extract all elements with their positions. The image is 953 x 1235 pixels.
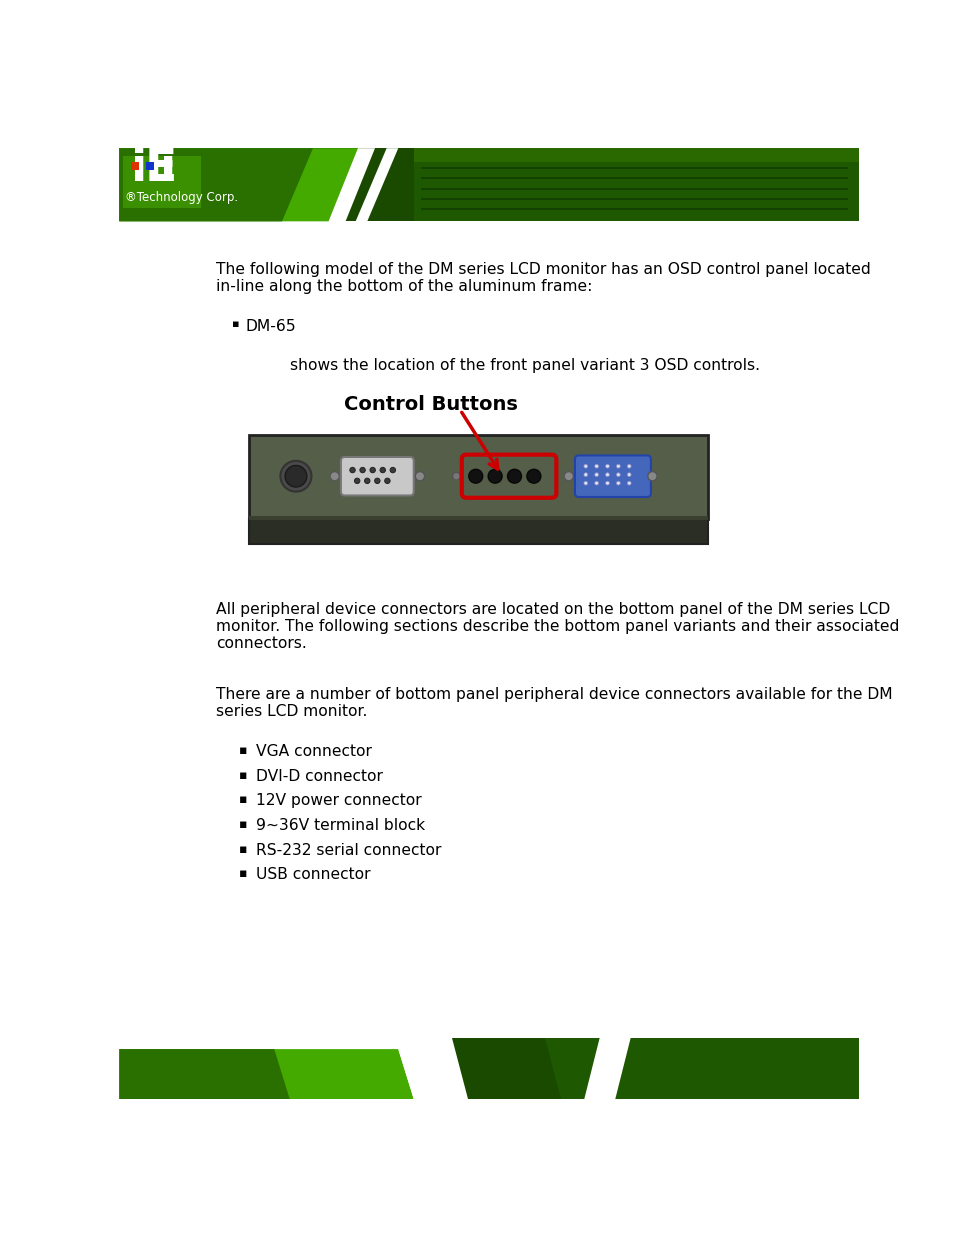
Circle shape	[330, 472, 339, 480]
FancyBboxPatch shape	[340, 457, 414, 495]
Circle shape	[605, 464, 609, 468]
Text: DVI-D connector: DVI-D connector	[256, 769, 383, 784]
FancyBboxPatch shape	[575, 456, 650, 496]
Circle shape	[647, 472, 657, 480]
Polygon shape	[397, 1049, 456, 1099]
Text: ▪: ▪	[232, 319, 239, 330]
Circle shape	[280, 461, 311, 492]
Circle shape	[507, 469, 521, 483]
Bar	[146, 162, 154, 169]
Bar	[119, 1037, 858, 1099]
Circle shape	[390, 467, 395, 473]
Text: monitor. The following sections describe the bottom panel variants and their ass: monitor. The following sections describe…	[216, 619, 899, 634]
Text: ®Technology Corp.: ®Technology Corp.	[125, 190, 238, 204]
Circle shape	[583, 482, 587, 485]
Text: Control Buttons: Control Buttons	[344, 395, 517, 414]
FancyArrowPatch shape	[461, 412, 497, 469]
Circle shape	[594, 482, 598, 485]
Circle shape	[627, 473, 631, 477]
Circle shape	[375, 478, 379, 484]
Circle shape	[563, 472, 573, 480]
Text: series LCD monitor.: series LCD monitor.	[216, 704, 367, 719]
Text: in-line along the bottom of the aluminum frame:: in-line along the bottom of the aluminum…	[216, 279, 592, 294]
Bar	[414, 148, 858, 162]
Text: All peripheral device connectors are located on the bottom panel of the DM serie: All peripheral device connectors are loc…	[216, 601, 889, 616]
Text: ▪: ▪	[239, 842, 248, 856]
Bar	[123, 156, 200, 209]
Text: DM-65: DM-65	[245, 319, 296, 335]
Bar	[421, 199, 847, 200]
Text: i: i	[160, 146, 176, 190]
Polygon shape	[583, 1037, 630, 1099]
Bar	[131, 162, 138, 169]
Polygon shape	[328, 148, 375, 221]
Text: USB connector: USB connector	[256, 867, 371, 882]
Bar	[421, 209, 847, 210]
Text: ▪: ▪	[239, 867, 248, 881]
Circle shape	[594, 473, 598, 477]
Circle shape	[355, 478, 359, 484]
Circle shape	[583, 464, 587, 468]
Circle shape	[359, 467, 365, 473]
Polygon shape	[119, 148, 313, 221]
Text: VGA connector: VGA connector	[256, 745, 372, 760]
Circle shape	[594, 464, 598, 468]
Circle shape	[370, 467, 375, 473]
Polygon shape	[355, 148, 397, 221]
Polygon shape	[545, 1037, 858, 1099]
Circle shape	[452, 472, 459, 480]
Circle shape	[605, 473, 609, 477]
Polygon shape	[119, 1049, 290, 1099]
Text: ▪: ▪	[239, 769, 248, 782]
Text: ▪: ▪	[239, 793, 248, 806]
Circle shape	[350, 467, 355, 473]
Circle shape	[605, 482, 609, 485]
Bar	[421, 168, 847, 169]
Polygon shape	[119, 1049, 414, 1099]
Circle shape	[364, 478, 370, 484]
Circle shape	[285, 466, 307, 487]
Polygon shape	[452, 1037, 858, 1099]
Circle shape	[616, 464, 619, 468]
Bar	[249, 435, 707, 520]
Circle shape	[379, 467, 385, 473]
Text: ▪: ▪	[239, 818, 248, 831]
Text: The following model of the DM series LCD monitor has an OSD control panel locate: The following model of the DM series LCD…	[216, 262, 870, 277]
Text: There are a number of bottom panel peripheral device connectors available for th: There are a number of bottom panel perip…	[216, 687, 892, 703]
Circle shape	[384, 478, 390, 484]
Circle shape	[627, 482, 631, 485]
Text: ▪: ▪	[239, 745, 248, 757]
Text: 12V power connector: 12V power connector	[256, 793, 421, 809]
Polygon shape	[414, 148, 858, 221]
Polygon shape	[119, 148, 359, 221]
Circle shape	[616, 482, 619, 485]
Bar	[249, 520, 707, 543]
Text: E: E	[145, 146, 177, 190]
Circle shape	[526, 469, 540, 483]
Text: connectors.: connectors.	[216, 636, 307, 651]
Bar	[421, 178, 847, 179]
Circle shape	[616, 473, 619, 477]
Circle shape	[488, 469, 501, 483]
Text: RS-232 serial connector: RS-232 serial connector	[256, 842, 441, 858]
Circle shape	[468, 469, 482, 483]
Bar	[119, 148, 858, 221]
Circle shape	[627, 464, 631, 468]
Bar	[249, 516, 707, 520]
Bar	[421, 188, 847, 190]
Circle shape	[415, 472, 424, 480]
Text: shows the location of the front panel variant 3 OSD controls.: shows the location of the front panel va…	[290, 358, 759, 373]
Text: 9~36V terminal block: 9~36V terminal block	[256, 818, 425, 834]
Text: i: i	[131, 146, 147, 190]
Circle shape	[583, 473, 587, 477]
